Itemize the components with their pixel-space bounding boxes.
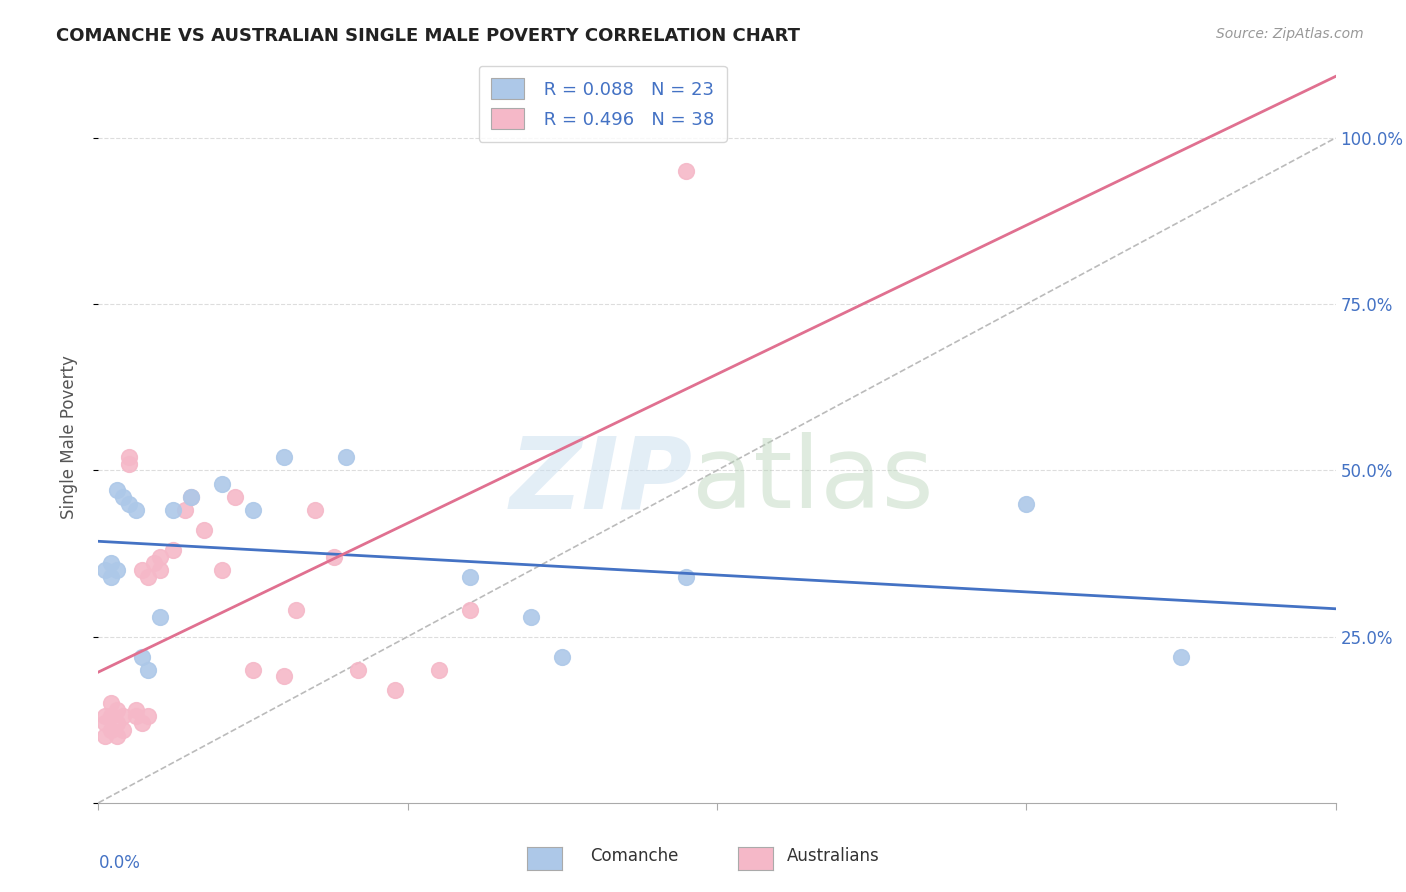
Point: [174, 503, 197, 517]
Point: [211, 476, 233, 491]
Point: [180, 490, 202, 504]
Point: [131, 649, 153, 664]
Point: [112, 709, 135, 723]
Text: 0.0%: 0.0%: [98, 854, 141, 872]
Text: Comanche: Comanche: [591, 847, 679, 865]
Point: [149, 549, 172, 564]
Y-axis label: Single Male Poverty: Single Male Poverty: [59, 355, 77, 519]
Point: [162, 503, 184, 517]
Point: [458, 570, 481, 584]
Point: [124, 703, 146, 717]
Point: [347, 663, 370, 677]
Point: [105, 483, 128, 498]
Point: [93, 563, 115, 577]
Point: [193, 523, 215, 537]
Point: [675, 164, 697, 178]
Point: [124, 709, 146, 723]
Point: [427, 663, 450, 677]
Point: [458, 603, 481, 617]
Point: [551, 649, 574, 664]
Point: [242, 503, 264, 517]
Point: [136, 709, 159, 723]
Text: atlas: atlas: [692, 433, 934, 530]
Point: [520, 609, 543, 624]
Text: Australians: Australians: [787, 847, 880, 865]
Point: [1170, 649, 1192, 664]
Point: [143, 557, 166, 571]
Point: [100, 557, 122, 571]
Point: [100, 570, 122, 584]
Point: [105, 563, 128, 577]
Point: [100, 709, 122, 723]
Point: [304, 503, 326, 517]
Point: [273, 669, 295, 683]
Point: [100, 723, 122, 737]
Point: [93, 729, 115, 743]
Point: [211, 563, 233, 577]
Point: [118, 450, 141, 464]
Point: [273, 450, 295, 464]
Point: [105, 703, 128, 717]
Point: [112, 490, 135, 504]
Point: [112, 723, 135, 737]
Point: [105, 716, 128, 731]
Point: [149, 609, 172, 624]
Point: [131, 716, 153, 731]
Point: [93, 716, 115, 731]
Point: [242, 663, 264, 677]
Legend:  R = 0.088   N = 23,  R = 0.496   N = 38: R = 0.088 N = 23, R = 0.496 N = 38: [478, 66, 727, 142]
Point: [105, 729, 128, 743]
Point: [285, 603, 308, 617]
Point: [162, 543, 184, 558]
Point: [136, 570, 159, 584]
Point: [1015, 497, 1038, 511]
Point: [322, 549, 344, 564]
Point: [335, 450, 357, 464]
Point: [149, 563, 172, 577]
Point: [93, 709, 115, 723]
Point: [118, 497, 141, 511]
Point: [675, 570, 697, 584]
Point: [118, 457, 141, 471]
Point: [131, 563, 153, 577]
Point: [224, 490, 246, 504]
Point: [384, 682, 406, 697]
Point: [100, 696, 122, 710]
Text: COMANCHE VS AUSTRALIAN SINGLE MALE POVERTY CORRELATION CHART: COMANCHE VS AUSTRALIAN SINGLE MALE POVER…: [56, 27, 800, 45]
Text: Source: ZipAtlas.com: Source: ZipAtlas.com: [1216, 27, 1364, 41]
Text: ZIP: ZIP: [509, 433, 692, 530]
Point: [124, 503, 146, 517]
Point: [180, 490, 202, 504]
Point: [136, 663, 159, 677]
